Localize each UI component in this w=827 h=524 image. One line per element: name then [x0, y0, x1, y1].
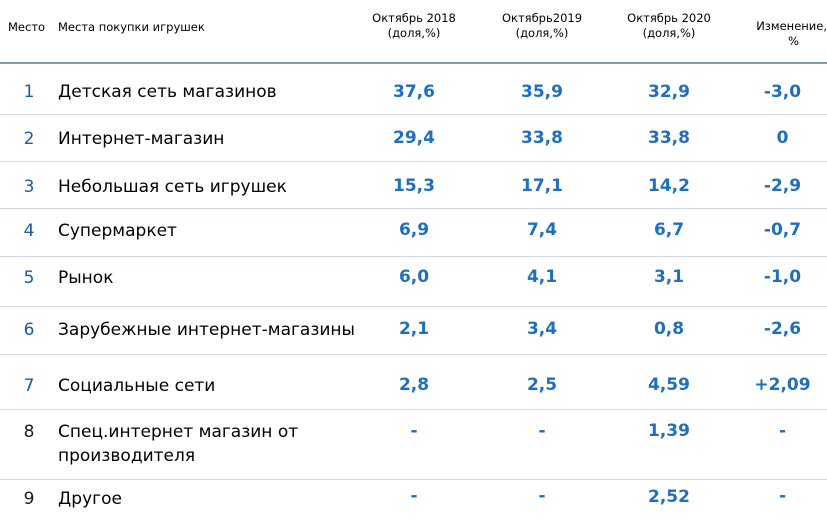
row-change: -3,0	[763, 82, 802, 102]
row-change: -	[778, 486, 787, 506]
table-header: Место Места покупки игрушек Октябрь 2018…	[0, 0, 827, 62]
table-row: 1 Детская сеть магазинов 37,6 35,9 32,9 …	[0, 62, 827, 116]
row-value-2020: 32,9	[648, 82, 690, 102]
row-change: -1,0	[763, 267, 802, 287]
table-row: 8 Спец.интернет магазин от производителя…	[0, 409, 827, 480]
row-value-2019: 3,4	[526, 319, 558, 339]
row-rank: 6	[23, 320, 35, 340]
row-value-2018: 6,9	[398, 220, 430, 240]
header-oct-2019: Октябрь2019 (доля,%)	[484, 11, 600, 41]
row-value-2019: 4,1	[526, 267, 558, 287]
table-row: 2 Интернет-магазин 29,4 33,8 33,8 0	[0, 114, 827, 162]
row-value-2020: 4,59	[648, 375, 690, 395]
row-value-2019: 17,1	[521, 176, 563, 196]
row-value-2018: -	[410, 421, 418, 441]
row-place: Небольшая сеть игрушек	[58, 177, 287, 197]
row-change: -	[778, 421, 787, 441]
row-value-2020: 1,39	[648, 421, 690, 441]
row-rank: 8	[23, 422, 35, 442]
row-place: Другое	[58, 489, 122, 509]
header-oct-2020-unit: (доля,%)	[642, 26, 696, 40]
header-oct-2018-title: Октябрь 2018	[372, 11, 456, 25]
header-oct-2018: Октябрь 2018 (доля,%)	[356, 11, 472, 41]
row-change: -0,7	[763, 220, 802, 240]
table-row: 9 Другое - - 2,52 -	[0, 479, 827, 524]
row-value-2019: 35,9	[521, 82, 563, 102]
table-row: 3 Небольшая сеть игрушек 15,3 17,1 14,2 …	[0, 161, 827, 209]
row-value-2020: 0,8	[653, 319, 685, 339]
header-oct-2020: Октябрь 2020 (доля,%)	[611, 11, 727, 41]
header-change-unit: %	[788, 34, 799, 48]
header-place: Места покупки игрушек	[58, 20, 205, 34]
row-value-2018: 2,1	[398, 319, 430, 339]
row-value-2020: 33,8	[648, 128, 690, 148]
row-place: Детская сеть магазинов	[58, 82, 277, 102]
row-change: +2,09	[754, 375, 811, 395]
row-value-2019: 2,5	[526, 375, 558, 395]
row-change: -2,9	[763, 176, 802, 196]
row-value-2019: 33,8	[521, 128, 563, 148]
header-oct-2019-unit: (доля,%)	[515, 26, 569, 40]
row-value-2018: 37,6	[393, 82, 435, 102]
header-oct-2019-title: Октябрь2019	[501, 11, 583, 25]
row-place: Супермаркет	[58, 221, 177, 241]
row-value-2020: 6,7	[653, 220, 685, 240]
row-place: Интернет-магазин	[58, 129, 225, 149]
row-value-2019: 7,4	[526, 220, 558, 240]
table-row: 6 Зарубежные интернет-магазины 2,1 3,4 0…	[0, 306, 827, 355]
row-value-2018: 2,8	[398, 375, 430, 395]
row-place: Зарубежные интернет-магазины	[58, 320, 355, 340]
row-value-2020: 14,2	[648, 176, 690, 196]
row-value-2018: 29,4	[393, 128, 435, 148]
row-place: Рынок	[58, 268, 114, 288]
row-value-2019: -	[538, 486, 546, 506]
row-rank: 9	[23, 489, 35, 509]
row-place-line2: производителя	[58, 446, 196, 466]
row-value-2018: 6,0	[398, 267, 430, 287]
row-value-2019: -	[538, 421, 546, 441]
row-value-2018: -	[410, 486, 418, 506]
row-rank: 2	[23, 129, 35, 149]
row-place-line1: Спец.интернет магазин от	[58, 422, 299, 442]
header-change-title: Изменение,	[756, 19, 827, 33]
header-oct-2018-unit: (доля,%)	[387, 26, 441, 40]
row-rank: 7	[23, 376, 35, 396]
header-oct-2020-title: Октябрь 2020	[627, 11, 711, 25]
row-rank: 4	[23, 221, 35, 241]
row-rank: 5	[23, 268, 35, 288]
header-change: Изменение, %	[738, 19, 827, 49]
row-place: Социальные сети	[58, 376, 216, 396]
table-row: 5 Рынок 6,0 4,1 3,1 -1,0	[0, 256, 827, 307]
table-row: 4 Супермаркет 6,9 7,4 6,7 -0,7	[0, 208, 827, 257]
row-rank: 3	[23, 177, 35, 197]
row-rank: 1	[23, 82, 35, 102]
row-change: 0	[776, 128, 789, 148]
table-row: 7 Социальные сети 2,8 2,5 4,59 +2,09	[0, 354, 827, 410]
row-value-2020: 3,1	[653, 267, 685, 287]
row-change: -2,6	[763, 319, 802, 339]
header-rank: Место	[8, 20, 46, 34]
row-place: Спец.интернет магазин от производителя	[58, 420, 358, 468]
row-value-2018: 15,3	[393, 176, 435, 196]
row-value-2020: 2,52	[648, 487, 690, 507]
